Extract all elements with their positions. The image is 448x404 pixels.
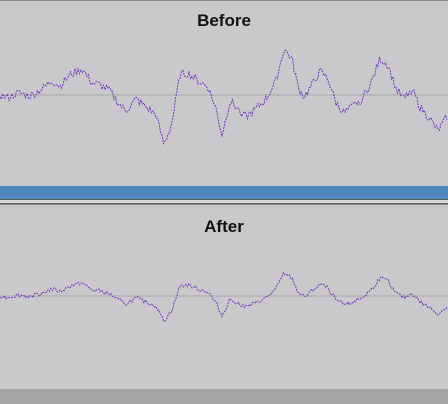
before-track-panel[interactable]: Before <box>0 0 448 187</box>
before-title: Before <box>197 11 251 30</box>
selection-bar[interactable] <box>0 186 448 199</box>
after-waveform <box>0 271 448 322</box>
after-title: After <box>204 217 244 236</box>
track-separator[interactable] <box>0 199 448 204</box>
waveform-path <box>0 49 448 145</box>
after-track-panel[interactable]: After <box>0 204 448 390</box>
waveform-path <box>0 271 448 322</box>
bottom-scroll-bar[interactable] <box>0 389 448 404</box>
before-waveform <box>0 49 448 145</box>
